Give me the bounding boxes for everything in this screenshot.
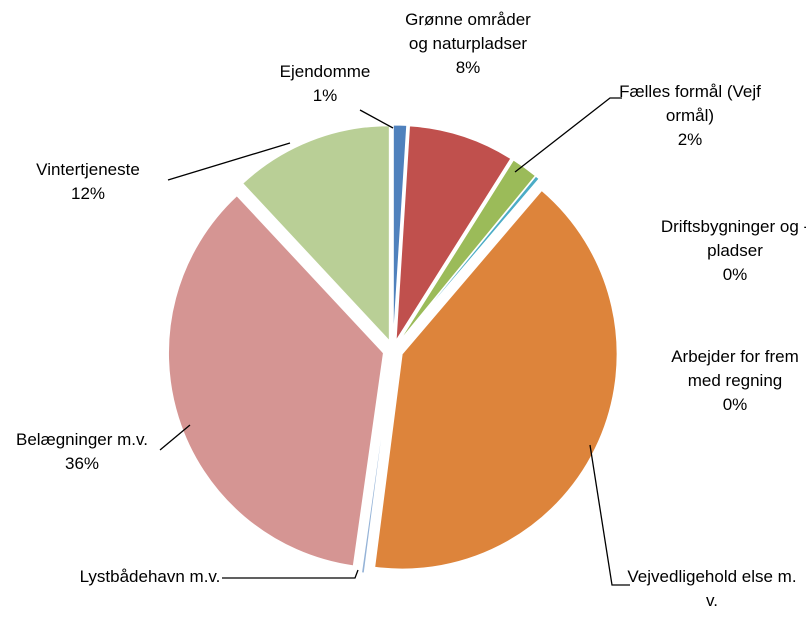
leader-line <box>514 97 622 173</box>
leader-line <box>359 109 394 129</box>
leader-line <box>159 424 191 451</box>
pie-slice <box>168 195 384 567</box>
pie-slice <box>242 125 390 342</box>
value-label: 12% <box>70 184 106 203</box>
data-label: Belægninger m.v. 36% <box>7 428 157 476</box>
value-label: 36% <box>64 454 100 473</box>
data-label: Vejvedligehold else m.v. <box>627 565 797 613</box>
category-name: Driftsbygninger og -pladser <box>660 217 806 260</box>
pie-slice <box>399 175 540 343</box>
value-label: 2% <box>677 130 703 149</box>
data-label: Vintertjeneste 12% <box>3 158 173 206</box>
category-name: Grønne områder og naturpladser <box>405 10 531 53</box>
category-name: Arbejder for fremmed regning <box>671 347 799 390</box>
data-label: Lystbådehavn m.v. <box>60 565 240 589</box>
value-label: 0% <box>722 395 748 414</box>
category-name: Fælles formål (Vejformål) <box>619 82 761 125</box>
data-label: Ejendomme 1% <box>265 60 385 108</box>
value-label: 1% <box>312 86 338 105</box>
category-name: Ejendomme <box>279 62 371 81</box>
value-label: 0% <box>722 265 748 284</box>
pie-slice <box>392 124 408 341</box>
data-label: Driftsbygninger og -pladser 0% <box>660 215 806 287</box>
category-name: Belægninger m.v. <box>16 430 148 449</box>
pie-slice <box>395 125 512 341</box>
category-name: Vejvedligehold else m.v. <box>627 567 797 610</box>
leader-line <box>589 444 630 586</box>
pie-slice <box>374 189 618 570</box>
data-label: Arbejder for fremmed regning 0% <box>670 345 800 417</box>
category-name: Vintertjeneste <box>36 160 140 179</box>
data-label: Grønne områder og naturpladser 8% <box>403 8 533 80</box>
pie-slice <box>398 159 537 343</box>
value-label: 8% <box>455 58 481 77</box>
data-label: Fælles formål (Vejformål) 2% <box>615 80 765 152</box>
category-name: Lystbådehavn m.v. <box>79 567 221 586</box>
leader-line <box>167 142 291 181</box>
pie-slice <box>360 359 393 574</box>
leader-line <box>222 569 359 579</box>
